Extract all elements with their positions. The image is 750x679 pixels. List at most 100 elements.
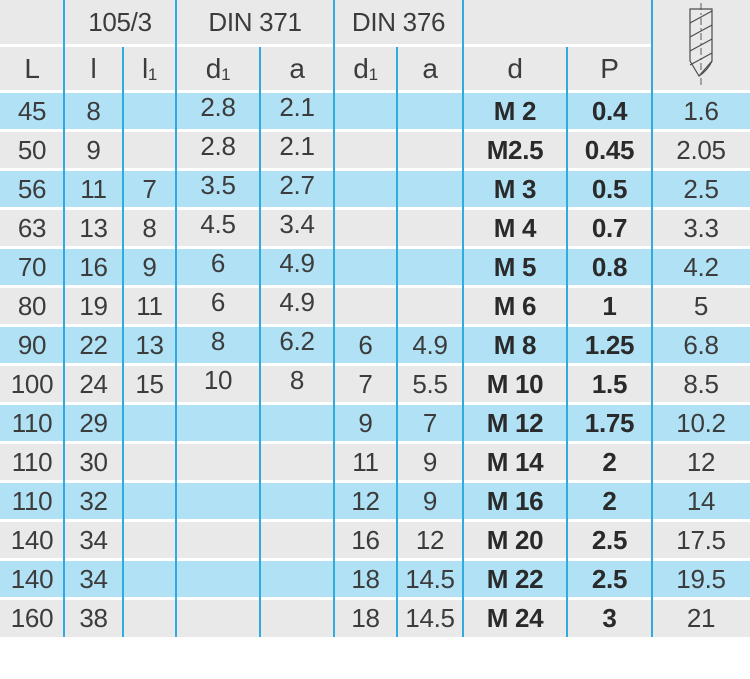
col-p-cell: 1 — [567, 288, 652, 324]
column-divider — [333, 0, 335, 637]
table-row: 56 11 7 3.5 2.7 M 3 0.5 2.5 — [0, 170, 750, 207]
col-d-cell: M 16 — [463, 483, 567, 519]
col-drill-cell: 2.05 — [652, 132, 750, 168]
col-drill-cell: 2.5 — [652, 171, 750, 207]
col-l-cell: 13 — [64, 210, 123, 246]
col-din376-d1-cell: 18 — [334, 600, 397, 637]
table-row: 45 8 2.8 2.1 M 2 0.4 1.6 — [0, 92, 750, 129]
col-din371-a-cell — [260, 405, 334, 441]
col-din371-a-cell — [260, 522, 334, 558]
col-l1-cell: 8 — [123, 210, 176, 246]
col-din376-a-cell: 4.9 — [397, 327, 463, 363]
col-d-cell: M 4 — [463, 210, 567, 246]
col-L-cell: 110 — [0, 405, 64, 441]
col-header-L: L — [24, 52, 40, 84]
col-L-cell: 100 — [0, 366, 64, 402]
col-p-cell: 0.4 — [567, 93, 652, 129]
col-drill-cell: 14 — [652, 483, 750, 519]
table-row: 110 30 11 9 M 14 2 12 — [0, 444, 750, 480]
col-L-cell: 50 — [0, 132, 64, 168]
col-din371-a-cell — [260, 600, 334, 637]
col-l1-cell: 13 — [123, 327, 176, 363]
col-din376-d1-cell: 18 — [334, 561, 397, 597]
col-l-cell: 34 — [64, 522, 123, 558]
col-din376-a-cell: 9 — [397, 444, 463, 480]
col-din371-a-cell: 2.7 — [260, 170, 334, 207]
col-L-cell: 110 — [0, 444, 64, 480]
col-L-cell: 56 — [0, 171, 64, 207]
col-header-din371-a: a — [289, 52, 305, 84]
table-row: 140 34 18 14.5 M 22 2.5 19.5 — [0, 561, 750, 597]
col-d-cell: M 2 — [463, 93, 567, 129]
group-header-series: 105/3 — [88, 6, 152, 37]
col-drill-cell: 3.3 — [652, 210, 750, 246]
col-l1-cell: 11 — [123, 288, 176, 324]
col-din376-d1-cell — [334, 210, 397, 246]
column-divider — [462, 0, 464, 637]
column-divider — [63, 0, 65, 637]
col-L-cell: 140 — [0, 522, 64, 558]
col-din371-d1-cell: 6 — [176, 248, 260, 285]
col-d-cell: M 5 — [463, 249, 567, 285]
col-din376-d1-cell — [334, 288, 397, 324]
col-din371-d1-cell — [176, 444, 260, 480]
col-l-cell: 24 — [64, 366, 123, 402]
col-p-cell: 2.5 — [567, 522, 652, 558]
col-p-cell: 0.8 — [567, 249, 652, 285]
header-body-gap — [0, 90, 750, 93]
col-l1-cell — [123, 93, 176, 129]
col-header-l: l — [90, 52, 97, 84]
col-din376-d1-cell: 9 — [334, 405, 397, 441]
col-din376-a-cell — [397, 132, 463, 168]
col-d-cell: M 20 — [463, 522, 567, 558]
table-row: 100 24 15 10 8 7 5.5 M 10 1.5 8.5 — [0, 365, 750, 402]
col-l1-cell: 15 — [123, 366, 176, 402]
table-row: 70 16 9 6 4.9 M 5 0.8 4.2 — [0, 248, 750, 285]
col-din371-a-cell: 3.4 — [260, 209, 334, 246]
col-L-cell: 70 — [0, 249, 64, 285]
col-p-cell: 1.25 — [567, 327, 652, 363]
table-row: 110 29 9 7 M 12 1.75 10.2 — [0, 405, 750, 441]
col-L-cell: 90 — [0, 327, 64, 363]
col-p-cell: 1.75 — [567, 405, 652, 441]
col-din371-d1-cell: 3.5 — [176, 170, 260, 207]
col-drill-cell: 8.5 — [652, 366, 750, 402]
col-din376-a-cell — [397, 171, 463, 207]
core-hole-drill-icon — [652, 0, 750, 90]
column-divider — [259, 47, 261, 637]
corner-cell — [0, 0, 64, 44]
col-L-cell: 140 — [0, 561, 64, 597]
col-d-cell: M 8 — [463, 327, 567, 363]
table-body: 45 8 2.8 2.1 M 2 0.4 1.6 50 9 2.8 2.1 M2.5 0.45 2.05 5… — [0, 92, 750, 637]
col-p-cell: 2 — [567, 483, 652, 519]
col-din376-a-cell: 9 — [397, 483, 463, 519]
col-l1-cell: 7 — [123, 171, 176, 207]
col-din371-d1-cell: 6 — [176, 287, 260, 324]
col-d-cell: M 6 — [463, 288, 567, 324]
col-d-cell: M 12 — [463, 405, 567, 441]
col-l1-cell — [123, 444, 176, 480]
table-row: 110 32 12 9 M 16 2 14 — [0, 483, 750, 519]
col-L-cell: 45 — [0, 93, 64, 129]
col-l-cell: 9 — [64, 132, 123, 168]
col-drill-cell: 19.5 — [652, 561, 750, 597]
col-p-cell: 3 — [567, 600, 652, 637]
col-din371-d1-cell: 10 — [176, 365, 260, 402]
column-divider — [651, 0, 653, 637]
col-din371-d1-cell — [176, 483, 260, 519]
table-row: 140 34 16 12 M 20 2.5 17.5 — [0, 522, 750, 558]
col-l1-cell — [123, 132, 176, 168]
col-din376-d1-cell: 12 — [334, 483, 397, 519]
col-din371-d1-cell: 2.8 — [176, 92, 260, 129]
column-divider — [175, 0, 177, 637]
col-din371-d1-cell: 8 — [176, 326, 260, 363]
column-divider — [122, 47, 124, 637]
table-row: 160 38 18 14.5 M 24 3 21 — [0, 600, 750, 637]
col-l1-cell — [123, 600, 176, 637]
col-din371-d1-cell — [176, 600, 260, 637]
col-drill-cell: 17.5 — [652, 522, 750, 558]
col-l-cell: 19 — [64, 288, 123, 324]
col-din376-d1-cell: 11 — [334, 444, 397, 480]
